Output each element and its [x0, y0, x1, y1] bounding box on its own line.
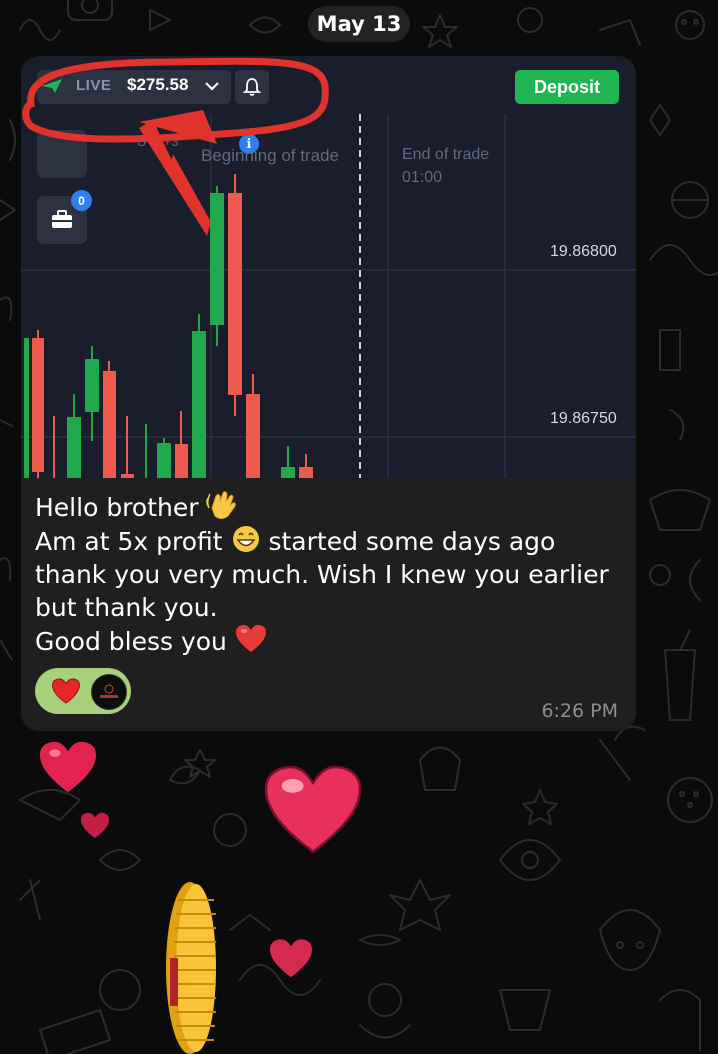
- end-of-trade-time: 01:00: [402, 169, 443, 186]
- message-line: Good bless you: [35, 624, 625, 658]
- message-bubble[interactable]: LIVE $275.58 Deposit 0 UTC+3 i Beginning…: [21, 56, 636, 731]
- message-timestamp: 6:26 PM: [541, 700, 618, 722]
- briefcase-icon: [52, 210, 72, 228]
- trading-screenshot[interactable]: LIVE $275.58 Deposit 0 UTC+3 i Beginning…: [21, 56, 636, 478]
- message-line: but thank you.: [35, 593, 218, 622]
- bell-icon: [243, 78, 261, 96]
- message-line: Am at 5x profit started some days ago: [35, 524, 625, 558]
- floating-heart-icon: [81, 812, 109, 839]
- price-level-low: 19.86750: [550, 410, 617, 427]
- reactions-bar[interactable]: [35, 668, 131, 714]
- deposit-button[interactable]: Deposit: [515, 70, 619, 104]
- candlestick-chart: [21, 114, 636, 478]
- account-balance: $275.58: [127, 75, 189, 94]
- price-level-high: 19.86800: [550, 243, 617, 260]
- message-text: Hello brother Am at 5x profit started so…: [35, 490, 625, 658]
- avatar-logo-icon: [100, 684, 118, 698]
- grinning-face-icon: [232, 526, 259, 552]
- floating-heart-icon: [270, 939, 312, 978]
- heart-reaction-icon[interactable]: [51, 678, 81, 705]
- message-line: Hello brother: [35, 490, 625, 524]
- chevron-down-icon: [205, 82, 219, 91]
- beginning-of-trade-label: Beginning of trade: [201, 146, 339, 165]
- candles: [24, 174, 313, 478]
- message-line: thank you very much. Wish I knew you ear…: [35, 560, 609, 589]
- notifications-button[interactable]: [235, 70, 269, 104]
- timezone-label: UTC+3: [137, 134, 179, 149]
- account-mode-label: LIVE: [76, 77, 112, 94]
- red-heart-icon: [235, 625, 266, 652]
- reactor-avatar[interactable]: [91, 674, 127, 710]
- waving-hand-icon: [206, 491, 237, 519]
- end-of-trade-label: End of trade: [402, 146, 490, 163]
- portfolio-badge: 0: [71, 190, 92, 211]
- date-separator: May 13: [308, 6, 410, 42]
- send-arrow-icon: [42, 79, 62, 93]
- floating-heart-icon: [264, 765, 362, 854]
- side-menu-button[interactable]: [37, 130, 87, 178]
- floating-heart-icon: [40, 741, 96, 793]
- gold-coin-icon: [166, 882, 216, 1054]
